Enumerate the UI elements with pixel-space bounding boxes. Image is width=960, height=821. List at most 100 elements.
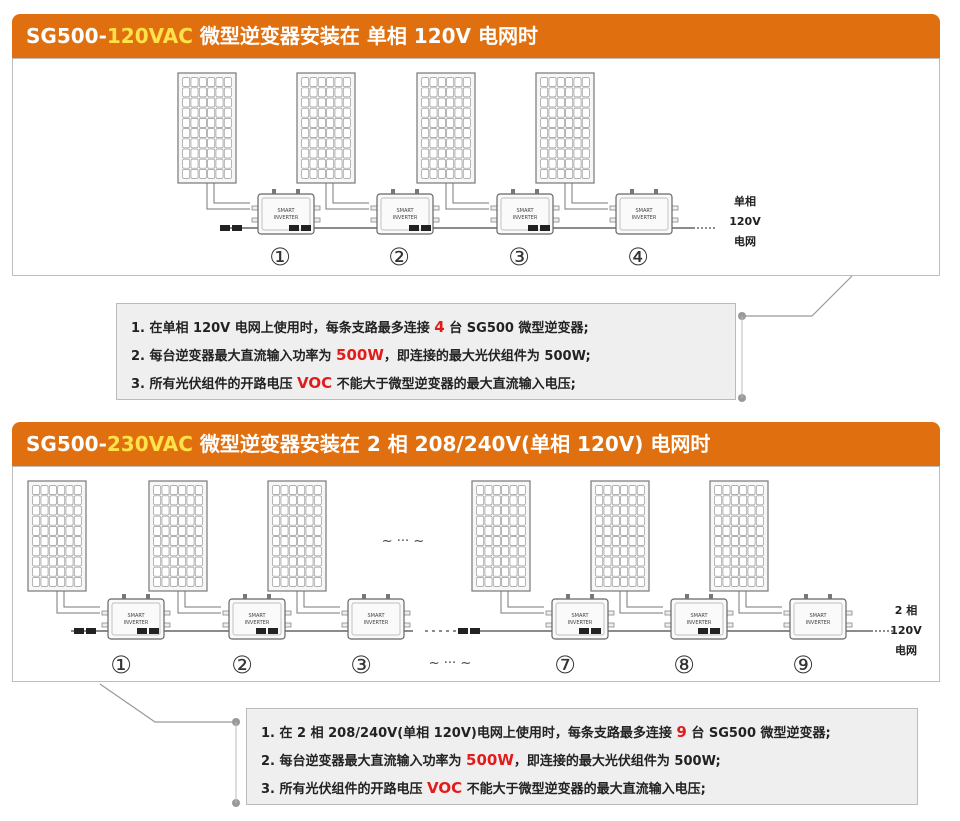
dc-lead — [507, 591, 544, 608]
inverter-label: INVERTER — [806, 620, 831, 626]
grid-label: 120V — [729, 215, 761, 228]
note-3: 3. 所有光伏组件的开路电压 VOC 不能大于微型逆变器的最大直流输入电压; — [131, 374, 576, 392]
node-number: ⑨ — [792, 651, 814, 679]
inverter-label: SMART — [635, 208, 653, 214]
dc-lead — [626, 591, 663, 608]
solar-panel — [590, 480, 650, 592]
section-1-diagram-panel: SMART INVERTER ① SMART INVERTER ② SMART INVERTE… — [12, 58, 940, 276]
node-number: ③ — [508, 243, 530, 271]
solar-panel — [27, 480, 87, 592]
dc-lead — [452, 183, 489, 204]
title-highlight: 230VAC — [106, 432, 193, 456]
solar-panel — [416, 72, 476, 184]
inverter-label: SMART — [127, 613, 145, 619]
grid-label: 电网 — [895, 643, 917, 657]
ac-connector — [289, 225, 311, 231]
node-number: ① — [110, 651, 132, 679]
title-highlight: 120VAC — [106, 24, 193, 48]
title-prefix: SG500- — [26, 24, 107, 48]
dc-lead — [303, 591, 340, 608]
inverter-label: SMART — [571, 613, 589, 619]
grid-label: 单相 — [734, 194, 756, 208]
note-2: 2. 每台逆变器最大直流输入功率为 500W，即连接的最大光伏组件为 500W; — [131, 346, 591, 364]
ac-connector — [579, 628, 601, 634]
ellipsis-mark: ~ ··· ~ — [429, 656, 471, 671]
dc-lead — [56, 591, 100, 614]
inverter-label: SMART — [248, 613, 266, 619]
ac-connector — [256, 628, 278, 634]
ac-connector — [458, 628, 480, 634]
inverter-label: INVERTER — [513, 215, 538, 221]
note-1: 1. 在单相 120V 电网上使用时，每条支路最多连接 4 台 SG500 微型… — [131, 318, 589, 336]
dc-lead — [500, 591, 544, 614]
title-suffix: 微型逆变器安装在 2 相 208/240V(单相 120V) 电网时 — [192, 432, 711, 456]
inverter-label: SMART — [396, 208, 414, 214]
node-number: ⑦ — [554, 651, 576, 679]
ac-connector — [74, 628, 96, 634]
inverter-label: INVERTER — [687, 620, 712, 626]
dc-lead — [177, 591, 221, 614]
inverter-label: INVERTER — [393, 215, 418, 221]
section-2-title: SG500-230VAC 微型逆变器安装在 2 相 208/240V(单相 12… — [12, 422, 940, 466]
note-1: 1. 在 2 相 208/240V(单相 120V)电网上使用时，每条支路最多连… — [261, 723, 831, 741]
solar-panel — [709, 480, 769, 592]
section-1-notes: 1. 在单相 120V 电网上使用时，每条支路最多连接 4 台 SG500 微型… — [116, 303, 736, 400]
dc-lead — [445, 183, 489, 210]
ac-connector — [137, 628, 159, 634]
title-suffix: 微型逆变器安装在 单相 120V 电网时 — [192, 24, 538, 48]
section-2-notes: 1. 在 2 相 208/240V(单相 120V)电网上使用时，每条支路最多连… — [246, 708, 918, 805]
solar-panel — [177, 72, 237, 184]
grid-label: 2 相 — [895, 603, 917, 617]
ac-connector — [220, 225, 242, 231]
dc-lead — [63, 591, 100, 608]
solar-panel — [535, 72, 595, 184]
dc-lead — [206, 183, 250, 210]
inverter-label: INVERTER — [124, 620, 149, 626]
ac-connector — [409, 225, 431, 231]
inverter-label: SMART — [277, 208, 295, 214]
inverter-label: INVERTER — [364, 620, 389, 626]
grid-label: 电网 — [734, 234, 756, 248]
solar-panel — [471, 480, 531, 592]
inverter-label: INVERTER — [245, 620, 270, 626]
title-prefix: SG500- — [26, 432, 107, 456]
inverter-label: INVERTER — [274, 215, 299, 221]
solar-panel — [267, 480, 327, 592]
node-number: ⑧ — [673, 651, 695, 679]
wiring-diagram-1: SMARTINVERTER①SMARTINVERTER②SMARTINVERTE… — [177, 72, 761, 271]
grid-label: 120V — [890, 624, 922, 637]
dc-lead — [184, 591, 221, 608]
node-number: ③ — [350, 651, 372, 679]
inverter-label: SMART — [690, 613, 708, 619]
inverter-label: SMART — [516, 208, 534, 214]
node-number: ② — [388, 243, 410, 271]
node-number: ② — [231, 651, 253, 679]
dc-lead — [332, 183, 369, 204]
ellipsis-mark: ~ ··· ~ — [382, 534, 424, 549]
solar-panel — [148, 480, 208, 592]
dc-lead — [619, 591, 663, 614]
inverter-label: SMART — [367, 613, 385, 619]
dc-lead — [745, 591, 782, 608]
inverter-label: INVERTER — [568, 620, 593, 626]
note-3: 3. 所有光伏组件的开路电压 VOC 不能大于微型逆变器的最大直流输入电压; — [261, 779, 706, 797]
section-2-diagram-panel: SMART INVERTER ① SMART INVERTER ② SMART INVERTE… — [12, 466, 940, 682]
dc-lead — [213, 183, 250, 204]
ac-connector — [528, 225, 550, 231]
inverter-label: INVERTER — [632, 215, 657, 221]
section-1-title: SG500-120VAC 微型逆变器安装在 单相 120V 电网时 — [12, 14, 940, 58]
ac-connector — [698, 628, 720, 634]
note-2: 2. 每台逆变器最大直流输入功率为 500W，即连接的最大光伏组件为 500W; — [261, 751, 721, 769]
inverter-label: SMART — [809, 613, 827, 619]
node-number: ④ — [627, 243, 649, 271]
dc-lead — [296, 591, 340, 614]
solar-panel — [296, 72, 356, 184]
